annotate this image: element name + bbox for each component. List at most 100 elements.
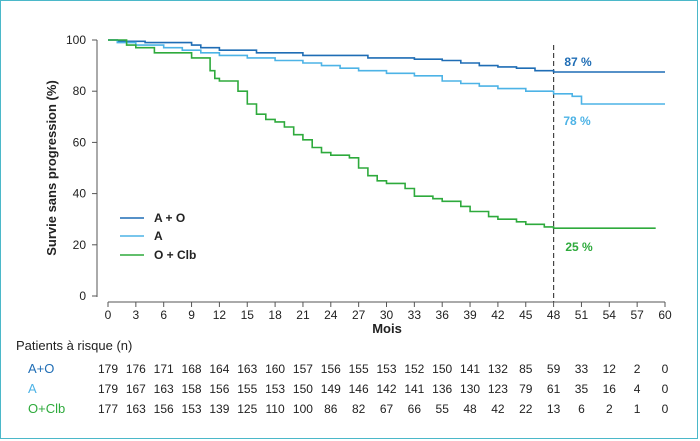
- risk-value: 150: [293, 382, 313, 396]
- risk-value: 150: [432, 362, 452, 376]
- risk-value: 2: [634, 362, 641, 376]
- x-tick-label: 45: [519, 308, 533, 322]
- risk-row-label-o-plus-clb: O+Clb: [28, 401, 66, 416]
- x-tick-label: 21: [296, 308, 310, 322]
- risk-value: 155: [349, 362, 369, 376]
- x-tick-label: 33: [408, 308, 422, 322]
- x-tick-label: 42: [491, 308, 505, 322]
- risk-row-label-a: A: [28, 381, 37, 396]
- risk-value: 61: [547, 382, 561, 396]
- risk-table-values: 179 176 171 168 164 163 160 157 156 155 153 152 150 1…: [98, 362, 669, 416]
- x-tick-label: 18: [268, 308, 282, 322]
- legend: A + O A O + Clb: [120, 211, 196, 262]
- risk-value: 13: [547, 402, 561, 416]
- risk-value: 141: [460, 362, 480, 376]
- legend-label-o-plus-clb: O + Clb: [154, 248, 196, 262]
- risk-value: 176: [126, 362, 146, 376]
- risk-value: 55: [436, 402, 450, 416]
- risk-value: 66: [408, 402, 422, 416]
- end-label-a-plus-o: 87 %: [564, 55, 592, 69]
- x-tick-label: 51: [575, 308, 589, 322]
- x-tick-label: 60: [658, 308, 672, 322]
- x-tick-label: 3: [133, 308, 140, 322]
- risk-value: 163: [126, 402, 146, 416]
- x-tick-label: 12: [213, 308, 227, 322]
- y-tick-label: 20: [73, 238, 87, 252]
- risk-value: 132: [488, 362, 508, 376]
- x-tick-label: 6: [160, 308, 167, 322]
- risk-value: 48: [463, 402, 477, 416]
- risk-value: 153: [182, 402, 202, 416]
- risk-value: 4: [634, 382, 641, 396]
- risk-value: 35: [575, 382, 589, 396]
- risk-value: 16: [603, 382, 617, 396]
- risk-row-label-a-plus-o: A+O: [28, 361, 55, 376]
- y-tick-label: 40: [73, 187, 87, 201]
- series-line-a: [108, 39, 665, 105]
- risk-value: 163: [237, 362, 257, 376]
- y-tick-label: 100: [66, 33, 86, 47]
- x-tick-label: 36: [436, 308, 450, 322]
- x-tick-label: 39: [463, 308, 477, 322]
- risk-value: 67: [380, 402, 394, 416]
- risk-value: 179: [98, 362, 118, 376]
- x-tick-label: 24: [324, 308, 338, 322]
- x-tick-label: 57: [630, 308, 644, 322]
- risk-value: 156: [209, 382, 229, 396]
- y-axis-label: Survie sans progression (%): [44, 80, 59, 256]
- risk-value: 136: [432, 382, 452, 396]
- risk-value: 155: [237, 382, 257, 396]
- end-label-o-plus-clb: 25 %: [565, 240, 593, 254]
- risk-value: 156: [321, 362, 341, 376]
- risk-value: 59: [547, 362, 561, 376]
- risk-value: 139: [209, 402, 229, 416]
- risk-value: 125: [237, 402, 257, 416]
- end-labels: 87 % 78 % 25 %: [563, 55, 593, 254]
- x-tick-label: 27: [352, 308, 366, 322]
- risk-value: 146: [349, 382, 369, 396]
- risk-value: 179: [98, 382, 118, 396]
- risk-value: 79: [519, 382, 533, 396]
- risk-value: 85: [519, 362, 533, 376]
- risk-value: 110: [266, 402, 285, 416]
- risk-table-title: Patients à risque (n): [16, 338, 133, 353]
- risk-value: 167: [126, 382, 146, 396]
- risk-value: 171: [154, 362, 174, 376]
- x-tick-label: 9: [188, 308, 195, 322]
- risk-value: 0: [662, 362, 669, 376]
- legend-label-a: A: [154, 229, 163, 243]
- x-tick-label: 54: [603, 308, 617, 322]
- x-tick-label: 0: [105, 308, 112, 322]
- y-tick-label: 80: [73, 84, 87, 98]
- risk-value: 0: [662, 402, 669, 416]
- x-tick-label: 15: [241, 308, 255, 322]
- risk-value: 156: [154, 402, 174, 416]
- risk-value: 141: [404, 382, 424, 396]
- risk-value: 1: [634, 402, 641, 416]
- risk-value: 86: [324, 402, 338, 416]
- series-line-a-plus-o: [108, 39, 665, 73]
- x-axis-label: Mois: [372, 321, 402, 336]
- risk-value: 177: [98, 402, 118, 416]
- risk-value: 100: [293, 402, 313, 416]
- risk-value: 12: [603, 362, 617, 376]
- risk-value: 164: [209, 362, 229, 376]
- risk-value: 153: [376, 362, 396, 376]
- risk-value: 130: [460, 382, 480, 396]
- risk-value: 0: [662, 382, 669, 396]
- legend-label-a-plus-o: A + O: [154, 211, 185, 225]
- risk-value: 82: [352, 402, 366, 416]
- series-line-o-plus-clb: [108, 39, 656, 229]
- risk-value: 163: [154, 382, 174, 396]
- y-tick-label: 0: [79, 289, 86, 303]
- series-lines: [108, 39, 665, 229]
- risk-value: 158: [182, 382, 202, 396]
- risk-value: 153: [265, 382, 285, 396]
- risk-value: 168: [182, 362, 202, 376]
- risk-value: 152: [404, 362, 424, 376]
- risk-value: 149: [321, 382, 341, 396]
- risk-value: 6: [578, 402, 585, 416]
- risk-value: 22: [519, 402, 533, 416]
